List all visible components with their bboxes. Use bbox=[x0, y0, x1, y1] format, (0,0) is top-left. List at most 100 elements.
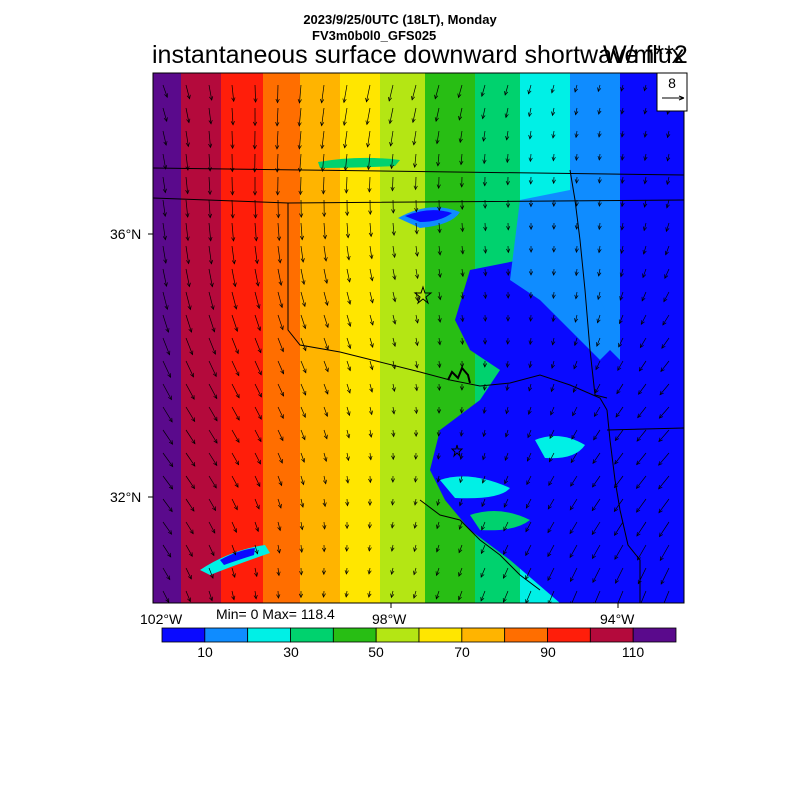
wind-vector-arrowhead-icon bbox=[297, 144, 302, 150]
wind-vector-arrowhead-icon bbox=[643, 133, 648, 138]
wind-vector-shaft bbox=[277, 314, 284, 330]
wind-vector-arrowhead-icon bbox=[344, 524, 350, 530]
wind-vector-arrowhead-icon bbox=[277, 526, 282, 532]
wind-vector-arrowhead-icon bbox=[280, 391, 284, 397]
wind-vector-arrowhead-icon bbox=[665, 227, 670, 233]
wind-vector-arrowhead-icon bbox=[592, 459, 597, 464]
wind-vector-arrowhead-icon bbox=[162, 188, 167, 194]
wind-vector-shaft bbox=[504, 475, 509, 484]
wind-vector-arrowhead-icon bbox=[549, 434, 554, 440]
wind-vector-arrowhead-icon bbox=[435, 547, 440, 553]
wind-vector-arrowhead-icon bbox=[256, 304, 261, 310]
wind-vector-arrowhead-icon bbox=[642, 226, 647, 232]
min-max-stats: Min= 0 Max= 118.4 bbox=[216, 606, 335, 622]
wind-vector-shaft bbox=[548, 590, 555, 603]
wind-vector-arrowhead-icon bbox=[635, 484, 641, 489]
wind-vector-shaft bbox=[596, 337, 601, 347]
wind-vector-shaft bbox=[162, 268, 167, 287]
wind-vector-shaft bbox=[659, 521, 670, 537]
wind-vector-arrowhead-icon bbox=[366, 165, 371, 171]
wind-vector-arrowhead-icon bbox=[620, 109, 625, 115]
wind-vector-shaft bbox=[438, 360, 441, 368]
wind-vector-arrowhead-icon bbox=[255, 281, 260, 287]
wind-vector-arrowhead-icon bbox=[300, 480, 305, 486]
wind-vector-shaft bbox=[343, 84, 348, 103]
wind-vector-arrowhead-icon bbox=[342, 121, 347, 126]
wind-vector-arrowhead-icon bbox=[505, 203, 511, 209]
wind-vector-arrowhead-icon bbox=[254, 549, 259, 555]
wind-vector-shaft bbox=[162, 452, 174, 467]
wind-vector-arrowhead-icon bbox=[369, 254, 374, 260]
wind-vector-arrowhead-icon bbox=[643, 86, 648, 92]
variable-title: instantaneous surface downward shortwave… bbox=[152, 41, 685, 69]
wind-vector-arrowhead-icon bbox=[168, 395, 172, 401]
wind-vector-arrowhead-icon bbox=[412, 594, 417, 599]
wind-vector-shaft bbox=[480, 590, 486, 602]
wind-vector-shaft bbox=[323, 406, 328, 417]
wind-vector-shaft bbox=[322, 176, 325, 194]
wind-vector-arrowhead-icon bbox=[257, 326, 262, 332]
wind-vector-arrowhead-icon bbox=[414, 207, 419, 213]
wind-vector-arrowhead-icon bbox=[597, 248, 602, 254]
wind-vector-shaft bbox=[483, 429, 486, 437]
cloud-fringe-east bbox=[510, 190, 620, 360]
wind-vector-arrowhead-icon bbox=[185, 189, 190, 195]
wind-vector-shaft bbox=[594, 590, 601, 603]
wind-vector-arrowhead-icon bbox=[344, 189, 349, 194]
wind-vector-arrowhead-icon bbox=[437, 250, 442, 256]
wind-vector-arrowhead-icon bbox=[528, 340, 533, 346]
wind-vector-arrowhead-icon bbox=[345, 456, 350, 462]
wind-vector-arrowhead-icon bbox=[234, 483, 239, 488]
wind-vector-arrowhead-icon bbox=[321, 593, 326, 598]
units-title: W/m**2 bbox=[603, 41, 688, 69]
wind-vector-shaft bbox=[185, 337, 193, 355]
wind-vector-arrowhead-icon bbox=[367, 188, 372, 193]
wind-vector-arrowhead-icon bbox=[212, 506, 217, 512]
wind-vector-shaft bbox=[185, 268, 190, 287]
band-100 bbox=[181, 73, 221, 603]
wind-vector-arrowhead-icon bbox=[300, 258, 305, 263]
wind-vector-shaft bbox=[346, 222, 349, 238]
wind-vector-shaft bbox=[368, 176, 371, 192]
colorbar-label-90: 90 bbox=[540, 644, 556, 660]
wind-vector-shaft bbox=[231, 498, 238, 510]
wind-vector-arrowhead-icon bbox=[458, 115, 463, 121]
wind-vector-shaft bbox=[254, 406, 262, 420]
wind-vector-shaft bbox=[614, 544, 624, 560]
wind-vector-shaft bbox=[208, 222, 212, 241]
wind-vector-shaft bbox=[368, 153, 371, 170]
wind-vector-arrowhead-icon bbox=[414, 386, 419, 392]
wind-vector-arrowhead-icon bbox=[411, 118, 416, 124]
wind-vector-shaft bbox=[614, 498, 624, 512]
wind-vector-arrowhead-icon bbox=[207, 190, 212, 196]
wind-vector-shaft bbox=[185, 153, 189, 171]
wind-vector-arrowhead-icon bbox=[460, 272, 465, 278]
wind-vector-shaft bbox=[662, 314, 670, 326]
wind-vector-arrowhead-icon bbox=[213, 394, 218, 400]
lake-shoreline bbox=[419, 499, 541, 591]
wind-vector-shaft bbox=[527, 429, 532, 438]
wind-vector-shaft bbox=[659, 383, 670, 395]
wind-vector-arrowhead-icon bbox=[482, 159, 487, 165]
wind-vector-arrowhead-icon bbox=[414, 432, 419, 437]
wind-vector-arrowhead-icon bbox=[569, 529, 574, 535]
wind-vector-arrowhead-icon bbox=[235, 416, 240, 421]
wind-vector-arrowhead-icon bbox=[506, 271, 511, 276]
wind-vector-shaft bbox=[594, 383, 601, 394]
wind-vector-arrowhead-icon bbox=[505, 409, 510, 415]
wind-vector-arrowhead-icon bbox=[597, 295, 601, 301]
wind-vector-arrowhead-icon bbox=[614, 460, 619, 465]
wind-vector-arrowhead-icon bbox=[212, 350, 217, 355]
wind-vector-shaft bbox=[162, 521, 172, 535]
wind-vector-arrowhead-icon bbox=[369, 388, 374, 393]
wind-vector-shaft bbox=[389, 107, 394, 124]
wind-vector-shaft bbox=[254, 544, 258, 554]
wind-vector-shaft bbox=[391, 567, 394, 575]
wind-vector-arrowhead-icon bbox=[482, 386, 487, 391]
wind-vector-shaft bbox=[436, 567, 440, 576]
wind-vector-arrowhead-icon bbox=[278, 481, 283, 487]
wind-vector-shaft bbox=[415, 314, 419, 324]
wind-vector-arrowhead-icon bbox=[369, 298, 374, 304]
wind-vector-shaft bbox=[437, 498, 440, 506]
wind-vector-shaft bbox=[437, 475, 440, 483]
